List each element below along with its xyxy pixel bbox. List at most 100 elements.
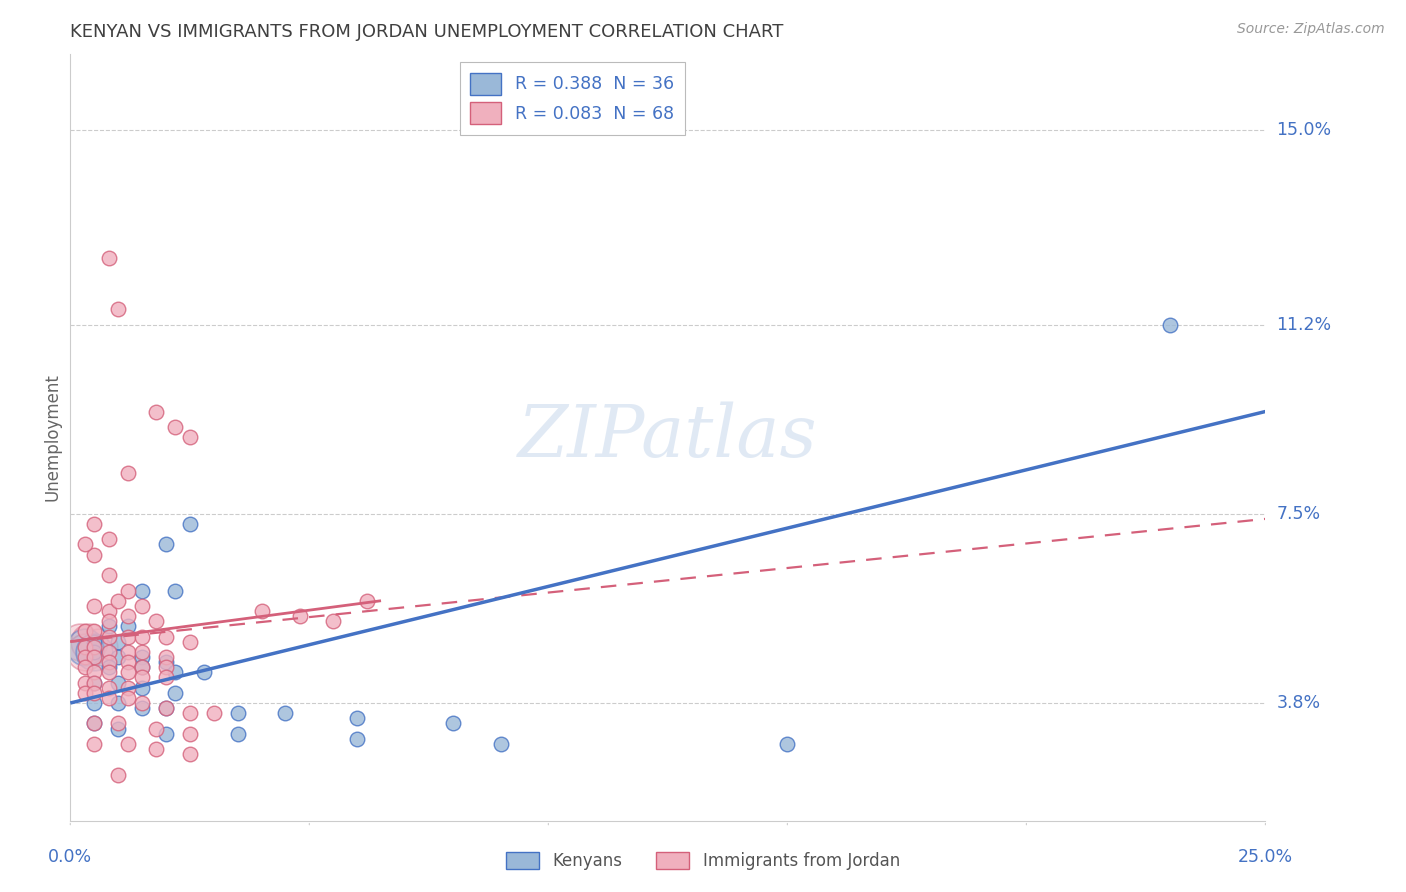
Point [83, 737, 105, 751]
Point [155, 655, 177, 669]
Point [250, 604, 273, 618]
Point [117, 609, 139, 624]
Point [131, 670, 153, 684]
Point [97, 645, 120, 659]
Point [165, 583, 187, 598]
Point [107, 696, 129, 710]
Point [322, 614, 344, 628]
Point [83, 634, 105, 648]
Point [202, 706, 225, 721]
Point [226, 727, 249, 741]
Point [73, 640, 96, 654]
Point [97, 604, 120, 618]
Point [165, 420, 187, 434]
Point [73, 686, 96, 700]
Point [97, 681, 120, 695]
Point [83, 675, 105, 690]
Point [83, 696, 105, 710]
Point [179, 516, 201, 531]
Point [97, 660, 120, 674]
Point [346, 711, 368, 725]
Point [145, 614, 167, 628]
Point [97, 533, 120, 547]
Point [356, 593, 378, 607]
Point [346, 731, 368, 746]
Point [97, 630, 120, 644]
Text: 0.0%: 0.0% [48, 848, 93, 866]
Point [155, 650, 177, 665]
Point [155, 537, 177, 551]
Text: Source: ZipAtlas.com: Source: ZipAtlas.com [1237, 22, 1385, 37]
Point [155, 701, 177, 715]
Point [489, 737, 512, 751]
Point [131, 660, 153, 674]
Point [83, 650, 105, 665]
Point [131, 650, 153, 665]
Legend: Kenyans, Immigrants from Jordan: Kenyans, Immigrants from Jordan [501, 847, 905, 875]
Point [97, 619, 120, 633]
Point [83, 640, 105, 654]
Point [155, 660, 177, 674]
Point [83, 645, 105, 659]
Point [179, 706, 201, 721]
Point [117, 665, 139, 680]
Legend: R = 0.388  N = 36, R = 0.083  N = 68: R = 0.388 N = 36, R = 0.083 N = 68 [460, 62, 685, 135]
Point [83, 716, 105, 731]
Text: 25.0%: 25.0% [1237, 848, 1294, 866]
Point [73, 645, 96, 659]
Text: ZIPatlas: ZIPatlas [517, 401, 818, 473]
Point [83, 599, 105, 613]
Point [131, 681, 153, 695]
Point [73, 640, 96, 654]
Point [87, 640, 110, 654]
Text: 15.0%: 15.0% [1277, 121, 1331, 139]
Point [131, 599, 153, 613]
Point [107, 650, 129, 665]
Point [97, 690, 120, 705]
Point [97, 655, 120, 669]
Point [145, 722, 167, 736]
Point [155, 727, 177, 741]
Point [1159, 318, 1181, 332]
Point [274, 706, 297, 721]
Point [117, 466, 139, 480]
Point [97, 251, 120, 265]
Point [97, 614, 120, 628]
Point [107, 302, 129, 317]
Point [107, 634, 129, 648]
Text: 11.2%: 11.2% [1277, 316, 1331, 334]
Text: 3.8%: 3.8% [1277, 694, 1320, 712]
Point [83, 665, 105, 680]
Point [73, 537, 96, 551]
Point [117, 645, 139, 659]
Point [117, 690, 139, 705]
Y-axis label: Unemployment: Unemployment [44, 373, 62, 501]
Point [83, 624, 105, 639]
Point [117, 583, 139, 598]
Point [131, 583, 153, 598]
Point [179, 747, 201, 761]
Point [288, 609, 311, 624]
Point [97, 665, 120, 680]
Point [131, 645, 153, 659]
Point [107, 716, 129, 731]
Point [83, 675, 105, 690]
Point [69, 634, 91, 648]
Point [73, 650, 96, 665]
Point [73, 624, 96, 639]
Point [83, 516, 105, 531]
Point [155, 630, 177, 644]
Point [165, 665, 187, 680]
Point [131, 660, 153, 674]
Point [107, 593, 129, 607]
Point [83, 548, 105, 562]
Point [165, 686, 187, 700]
Point [83, 716, 105, 731]
Point [145, 404, 167, 418]
Point [179, 634, 201, 648]
Text: KENYAN VS IMMIGRANTS FROM JORDAN UNEMPLOYMENT CORRELATION CHART: KENYAN VS IMMIGRANTS FROM JORDAN UNEMPLO… [70, 23, 783, 41]
Point [193, 665, 215, 680]
Point [131, 696, 153, 710]
Point [131, 630, 153, 644]
Point [117, 681, 139, 695]
